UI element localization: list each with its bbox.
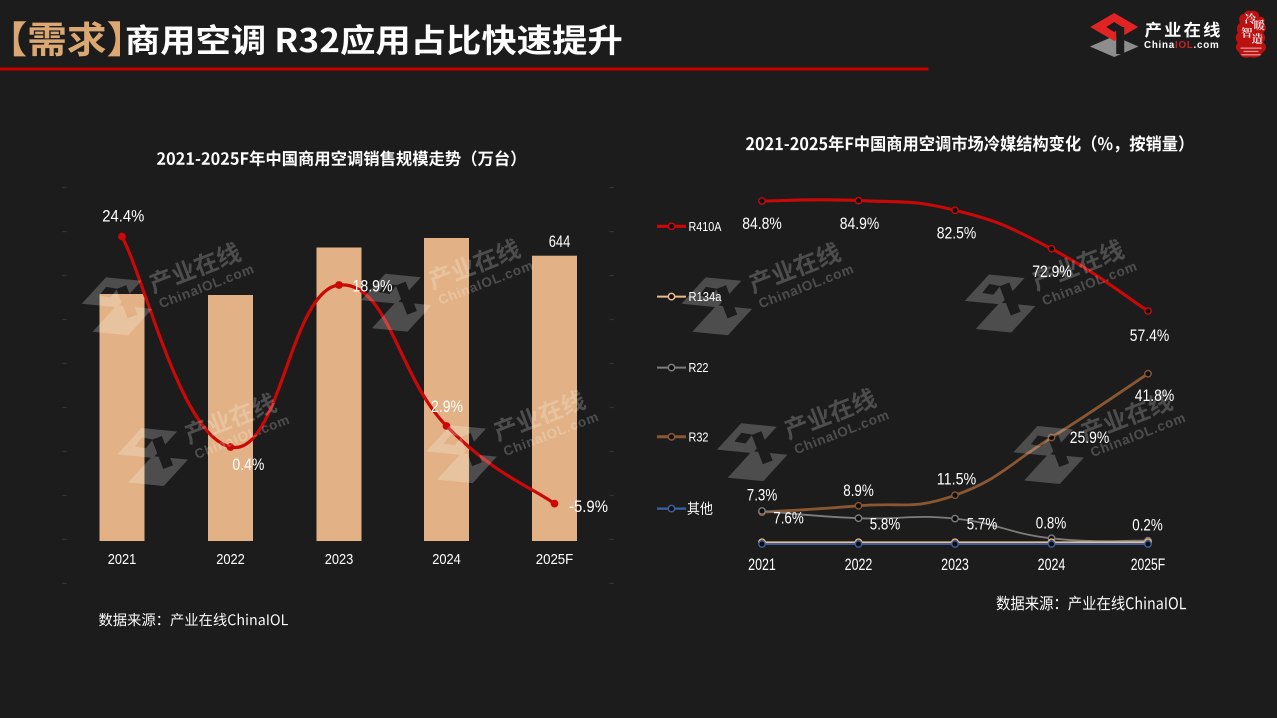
svg-text:2024: 2024 <box>1038 555 1066 574</box>
svg-text:2022: 2022 <box>845 555 873 574</box>
svg-text:2021: 2021 <box>748 555 776 574</box>
svg-text:R32: R32 <box>689 430 709 444</box>
svg-text:7.6%: 7.6% <box>773 508 804 527</box>
svg-text:R22: R22 <box>689 361 709 375</box>
svg-text:7.3%: 7.3% <box>747 486 778 505</box>
svg-text:84.8%: 84.8% <box>742 214 782 233</box>
svg-text:2021: 2021 <box>108 551 137 568</box>
svg-text:R410A: R410A <box>689 220 723 234</box>
svg-text:18.9%: 18.9% <box>353 277 393 296</box>
svg-text:11.5%: 11.5% <box>937 469 977 488</box>
svg-text:5.8%: 5.8% <box>870 515 901 534</box>
svg-text:2025F: 2025F <box>1131 555 1166 574</box>
svg-text:24.4%: 24.4% <box>102 206 144 225</box>
svg-text:57.4%: 57.4% <box>1130 326 1170 345</box>
svg-text:5.7%: 5.7% <box>967 515 998 534</box>
svg-text:84.9%: 84.9% <box>840 214 880 233</box>
svg-text:2024: 2024 <box>432 551 461 568</box>
svg-text:72.9%: 72.9% <box>1032 262 1072 281</box>
svg-text:82.5%: 82.5% <box>937 224 977 243</box>
svg-text:644: 644 <box>549 232 571 251</box>
svg-text:ChinaIOL.com: ChinaIOL.com <box>1144 40 1219 51</box>
svg-text:2023: 2023 <box>325 551 354 568</box>
svg-text:25.9%: 25.9% <box>1070 428 1110 447</box>
svg-text:0.8%: 0.8% <box>1036 514 1067 533</box>
svg-text:8.9%: 8.9% <box>843 481 874 500</box>
svg-text:2025F: 2025F <box>536 551 574 568</box>
svg-text:2023: 2023 <box>941 555 969 574</box>
svg-text:41.8%: 41.8% <box>1135 386 1175 405</box>
svg-text:0.2%: 0.2% <box>1132 516 1163 535</box>
svg-text:2022: 2022 <box>216 551 245 568</box>
svg-text:R134a: R134a <box>689 290 722 304</box>
svg-text:0.4%: 0.4% <box>232 455 264 474</box>
svg-text:-5.9%: -5.9% <box>569 497 608 516</box>
svg-text:2.9%: 2.9% <box>431 397 463 416</box>
